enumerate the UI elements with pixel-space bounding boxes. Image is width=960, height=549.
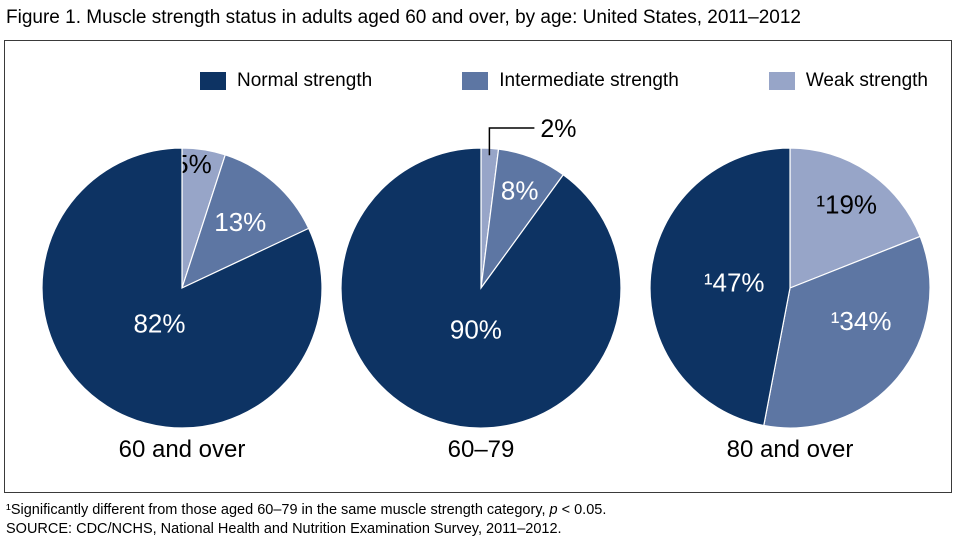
legend-item-weak: Weak strength [768, 70, 928, 92]
pie-slice-label: ¹34% [831, 306, 892, 336]
pie-slice-label: 8% [501, 175, 539, 205]
legend-item-intermediate: Intermediate strength [462, 70, 679, 92]
pie-slice-label: 90% [450, 315, 502, 345]
pie-slice-label: ¹47% [704, 268, 765, 298]
pie-slice [181, 154, 310, 290]
legend-swatch-intermediate [462, 72, 489, 90]
pie-slice [41, 147, 323, 429]
pie-caption-60-and-over: 60 and over [118, 436, 246, 463]
pie-slice-label: 82% [133, 309, 185, 339]
callout-line [488, 127, 535, 156]
legend-label-normal: Normal strength [237, 70, 373, 91]
legend-item-normal: Normal strength [200, 70, 372, 92]
figure-title: Figure 1. Muscle strength status in adul… [6, 7, 801, 28]
pie-slice [789, 147, 921, 289]
footnote-source: SOURCE: CDC/NCHS, National Health and Nu… [6, 521, 562, 537]
pie-caption-80-and-over: 80 and over [726, 436, 854, 463]
pie-slice [649, 147, 791, 427]
pie-slice [340, 147, 622, 429]
pie-slice [763, 235, 931, 429]
footnotes: ¹Significantly different from those aged… [6, 501, 606, 539]
legend-label-weak: Weak strength [805, 70, 928, 91]
legend-swatch-normal [200, 72, 226, 90]
footnote-significance: ¹Significantly different from those aged… [6, 502, 607, 518]
pie-caption-60-79: 60–79 [447, 436, 515, 463]
chart-legend: Normal strength Intermediate strength We… [200, 70, 928, 92]
pie-slice-label: 13% [214, 207, 266, 237]
pie-slice-label: ¹19% [816, 190, 877, 220]
legend-swatch-weak [768, 72, 795, 90]
legend-label-intermediate: Intermediate strength [499, 70, 679, 91]
pie-slice-label: 2% [540, 115, 576, 143]
